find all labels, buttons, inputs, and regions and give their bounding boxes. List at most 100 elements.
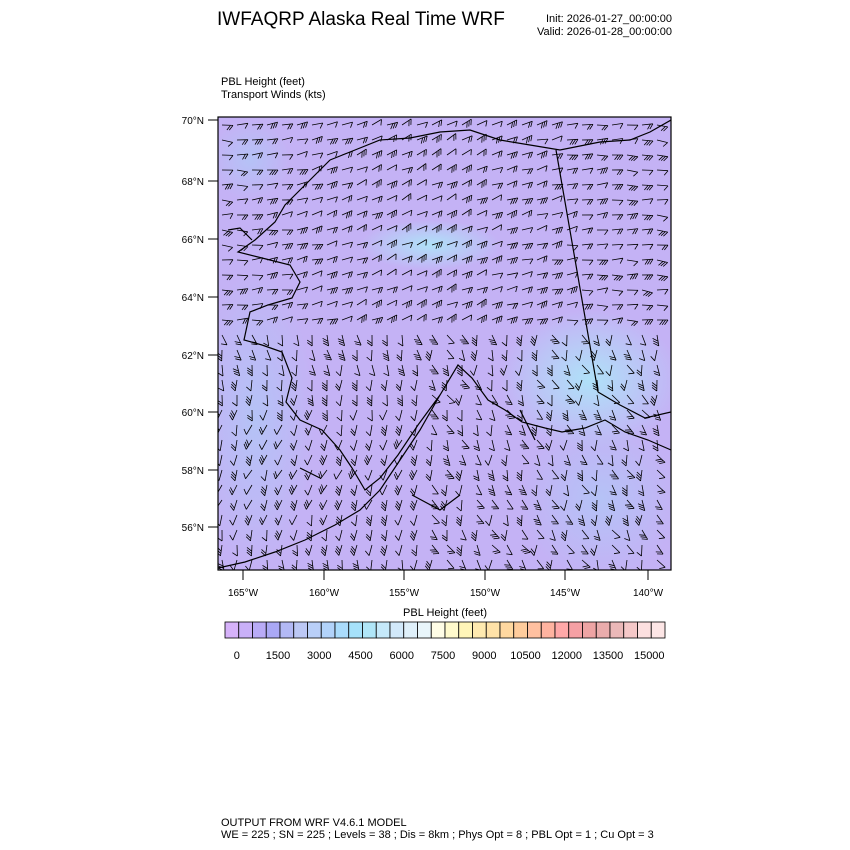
wind-barb bbox=[266, 138, 279, 145]
wind-barb bbox=[611, 274, 624, 281]
wind-barb bbox=[218, 364, 224, 377]
wind-barb bbox=[593, 334, 600, 347]
wind-barb bbox=[274, 484, 283, 496]
wind-barb bbox=[356, 120, 368, 128]
wind-barb bbox=[626, 212, 639, 220]
wind-barb bbox=[581, 199, 594, 205]
wind-barb bbox=[560, 499, 568, 511]
wind-barb bbox=[651, 379, 658, 392]
colorbar-swatch bbox=[238, 621, 253, 639]
wind-barb bbox=[652, 424, 660, 437]
colorbar: 0 1500 3000 4500 6000 7500 9000 10500 12000 13500… bbox=[224, 621, 666, 662]
wind-barb bbox=[306, 379, 313, 392]
wind-barb bbox=[636, 364, 643, 377]
wind-barb bbox=[550, 544, 559, 555]
wind-barb bbox=[258, 514, 268, 525]
wind-barb bbox=[356, 148, 367, 158]
wind-barb bbox=[446, 241, 458, 248]
wind-barb bbox=[506, 272, 519, 279]
wind-barb bbox=[245, 454, 253, 467]
wind-barb bbox=[386, 180, 398, 189]
wind-barb bbox=[416, 211, 428, 218]
wind-barb bbox=[486, 379, 493, 392]
wind-barb bbox=[536, 439, 545, 450]
wind-barb bbox=[395, 379, 403, 392]
wind-barb bbox=[575, 349, 583, 361]
wind-barb bbox=[236, 317, 249, 325]
wind-barb bbox=[461, 179, 472, 187]
wind-barb bbox=[251, 123, 264, 130]
wind-barb bbox=[461, 314, 473, 321]
wind-barb bbox=[336, 424, 343, 437]
wind-barb bbox=[446, 223, 457, 233]
wind-barb bbox=[371, 239, 383, 247]
colorbar-swatch bbox=[307, 621, 322, 639]
wind-barb bbox=[470, 349, 478, 362]
wind-barb bbox=[581, 273, 594, 280]
wind-barb bbox=[639, 529, 649, 540]
map-frame bbox=[217, 116, 672, 571]
wind-barb bbox=[296, 226, 309, 235]
wind-barb bbox=[416, 194, 428, 202]
wind-barb bbox=[354, 364, 361, 376]
wind-barb bbox=[230, 379, 238, 392]
wind-barb bbox=[386, 209, 398, 219]
wind-barb bbox=[386, 225, 398, 232]
wind-barb bbox=[232, 544, 238, 557]
wind-barb bbox=[626, 169, 639, 177]
wind-barb bbox=[441, 409, 448, 422]
colorbar-swatch bbox=[499, 621, 515, 639]
wind-barb bbox=[506, 316, 518, 324]
wind-barb bbox=[476, 148, 487, 157]
wind-barb bbox=[218, 514, 223, 527]
wind-barb bbox=[536, 559, 545, 570]
wind-barb bbox=[431, 181, 443, 189]
wind-barb bbox=[560, 469, 568, 482]
wind-barb bbox=[416, 239, 427, 246]
wind-barb bbox=[304, 469, 313, 481]
wind-barb bbox=[461, 135, 473, 143]
wind-barb bbox=[369, 364, 376, 376]
wind-barb bbox=[656, 259, 668, 267]
wind-barb bbox=[476, 133, 487, 143]
wind-barb bbox=[282, 229, 294, 236]
wind-barb bbox=[641, 243, 654, 250]
wind-barb bbox=[289, 529, 298, 541]
wind-barb bbox=[409, 514, 418, 526]
wind-barb bbox=[258, 454, 268, 465]
wind-barb bbox=[596, 454, 604, 465]
wind-barb bbox=[266, 152, 279, 159]
wind-barb bbox=[416, 270, 428, 277]
wind-barb bbox=[232, 364, 241, 377]
wind-barb bbox=[641, 169, 654, 176]
wind-barb bbox=[380, 499, 388, 512]
wind-barb bbox=[461, 439, 470, 450]
wind-barb bbox=[371, 316, 384, 325]
wind-barb bbox=[266, 271, 279, 280]
wind-barb bbox=[319, 514, 328, 526]
wind-barb bbox=[626, 273, 639, 280]
wind-barb bbox=[491, 240, 503, 248]
wind-barb bbox=[501, 380, 508, 392]
wind-barb bbox=[581, 289, 594, 296]
wind-barb bbox=[565, 394, 576, 405]
wind-barb bbox=[504, 559, 514, 570]
wind-barb bbox=[551, 240, 563, 249]
wind-barb bbox=[245, 394, 253, 406]
wind-barb bbox=[521, 242, 534, 250]
wind-barb bbox=[383, 364, 390, 377]
wind-barb bbox=[581, 214, 594, 221]
wind-barb bbox=[532, 364, 538, 377]
colorbar-swatch bbox=[444, 621, 460, 639]
init-time: Init: 2026-01-27_00:00:00 bbox=[546, 13, 672, 25]
wind-barb bbox=[476, 240, 488, 249]
wind-barb bbox=[411, 394, 418, 407]
lat-tick-label: 68°N bbox=[182, 177, 204, 188]
wind-barb bbox=[596, 274, 609, 281]
wind-barb bbox=[487, 349, 494, 362]
wind-barb bbox=[516, 409, 523, 422]
wind-barb bbox=[410, 409, 418, 422]
wind-barb bbox=[266, 288, 279, 295]
wind-barb bbox=[411, 544, 418, 557]
wind-barb bbox=[456, 409, 463, 422]
